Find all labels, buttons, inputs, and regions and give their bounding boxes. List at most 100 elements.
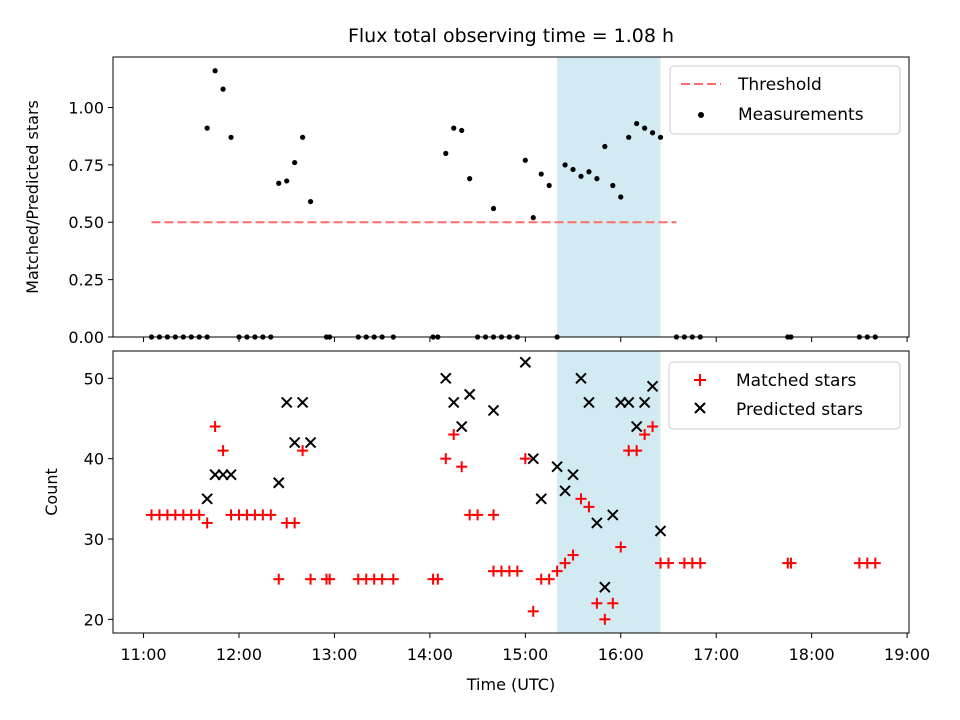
top-y-tick-label: 0.50: [68, 213, 104, 232]
measurement-point: [578, 173, 584, 179]
predicted-star-point: [638, 396, 651, 409]
bottom-y-axis-label: Count: [42, 468, 61, 516]
measurement-point: [300, 134, 306, 140]
measurement-point: [451, 125, 457, 131]
measurement-point: [602, 143, 608, 150]
matched-star-point: [273, 573, 285, 585]
bottom-x-axis: 11:00 12:00 13:00 14:00 15:00 16:00 17:00 18:00…: [120, 633, 930, 664]
top-y-tick-label: 1.00: [68, 98, 104, 117]
x-tick-label: 18:00: [789, 645, 835, 664]
matched-star-point: [324, 573, 336, 585]
legend-matched-label: Matched stars: [736, 371, 856, 391]
matched-star-point: [869, 557, 881, 569]
measurement-point: [228, 134, 234, 140]
predicted-star-point: [591, 517, 603, 529]
measurement-point: [490, 205, 497, 212]
measurement-point: [610, 182, 616, 189]
bottom-y-tick-label: 40: [84, 450, 104, 469]
measurement-point: [284, 178, 290, 184]
measurement-point: [204, 125, 210, 131]
top-y-tick-label: 0.25: [68, 271, 104, 290]
matched-star-point: [567, 549, 579, 561]
top-legend-box: [669, 65, 901, 135]
predicted-star-point: [599, 581, 611, 593]
matched-star-point: [785, 557, 797, 569]
matched-star-point: [432, 573, 444, 585]
measurement-point: [642, 125, 648, 131]
predicted-star-point: [551, 460, 563, 473]
legend-predicted-label: Predicted stars: [736, 400, 863, 420]
predicted-star-point: [288, 436, 301, 449]
matched-star-point: [472, 509, 484, 521]
matched-star-point: [662, 557, 674, 569]
measurement-point: [530, 215, 536, 221]
measurement-point: [538, 171, 544, 177]
top-panel: 0.00 0.25 0.50 0.75 1.00 Matched/Predicted s…: [23, 56, 910, 347]
x-tick-label: 17:00: [693, 645, 739, 664]
matched-star-point: [448, 429, 460, 441]
measurement-point: [562, 162, 568, 168]
predicted-star-point: [646, 380, 659, 393]
measurement-point: [618, 194, 624, 200]
predicted-star-point: [567, 469, 579, 481]
legend-matched-swatch: [694, 374, 706, 386]
x-tick-label: 13:00: [311, 645, 357, 664]
x-tick-label: 15:00: [502, 645, 548, 664]
matched-star-point: [289, 517, 301, 529]
bottom-shaded-region: [557, 351, 661, 633]
matched-star-point: [543, 573, 555, 585]
predicted-star-point: [448, 396, 460, 409]
predicted-star-point: [519, 356, 532, 368]
predicted-star-point: [281, 396, 293, 409]
x-axis-label: Time (UTC): [466, 675, 555, 694]
measurement-point: [634, 120, 640, 127]
predicted-star-point: [575, 372, 587, 385]
matched-star-point: [551, 565, 563, 577]
predicted-star-point: [607, 509, 619, 521]
measurement-point: [546, 182, 552, 189]
matched-star-point: [583, 501, 595, 513]
matched-star-point: [519, 453, 531, 465]
matched-star-point: [591, 597, 603, 609]
predicted-star-point: [201, 493, 213, 505]
predicted-star-point: [654, 525, 667, 537]
matched-star-point: [631, 445, 643, 457]
predicted-star-point: [583, 396, 595, 409]
predicted-star-point: [455, 420, 468, 433]
bottom-axes-frame: [112, 350, 910, 634]
bottom-y-tick-label: 20: [84, 610, 104, 629]
measurement-point: [220, 86, 226, 92]
x-tick-label: 19:00: [884, 645, 930, 664]
bottom-legend: Matched stars Predicted stars: [668, 361, 901, 430]
bottom-legend-box: [668, 361, 901, 430]
measurement-point: [594, 176, 600, 182]
matched-star-point: [647, 421, 659, 433]
matched-star-point: [265, 509, 277, 521]
matched-star-point: [639, 429, 651, 441]
measurement-point: [459, 127, 465, 134]
matched-star-point: [209, 421, 221, 433]
matched-star-point: [575, 493, 587, 505]
matched-star-point: [456, 461, 468, 473]
predicted-star-point: [623, 396, 635, 409]
measurement-point: [649, 130, 656, 136]
measurement-point: [292, 159, 298, 166]
predicted-star-point: [296, 396, 309, 409]
predicted-star-point: [630, 420, 643, 433]
x-tick-label: 11:00: [120, 645, 166, 664]
top-x-ticks: [143, 337, 908, 342]
matched-star-point: [615, 541, 627, 553]
measurement-point: [443, 150, 449, 156]
matched-star-point: [559, 557, 571, 569]
legend-threshold-label: Threshold: [737, 75, 822, 95]
bottom-y-axis: 20 30 40 50: [84, 369, 113, 629]
bottom-y-tick-label: 30: [84, 530, 104, 549]
matched-star-point: [376, 573, 388, 585]
predicted-star-point: [527, 452, 539, 465]
matched-star-point: [599, 613, 611, 625]
predicted-star-point: [535, 493, 547, 505]
measurement-point: [212, 68, 218, 74]
measurement-point: [626, 134, 632, 140]
top-chart-title: Flux total observing time = 1.08 h: [348, 25, 674, 47]
